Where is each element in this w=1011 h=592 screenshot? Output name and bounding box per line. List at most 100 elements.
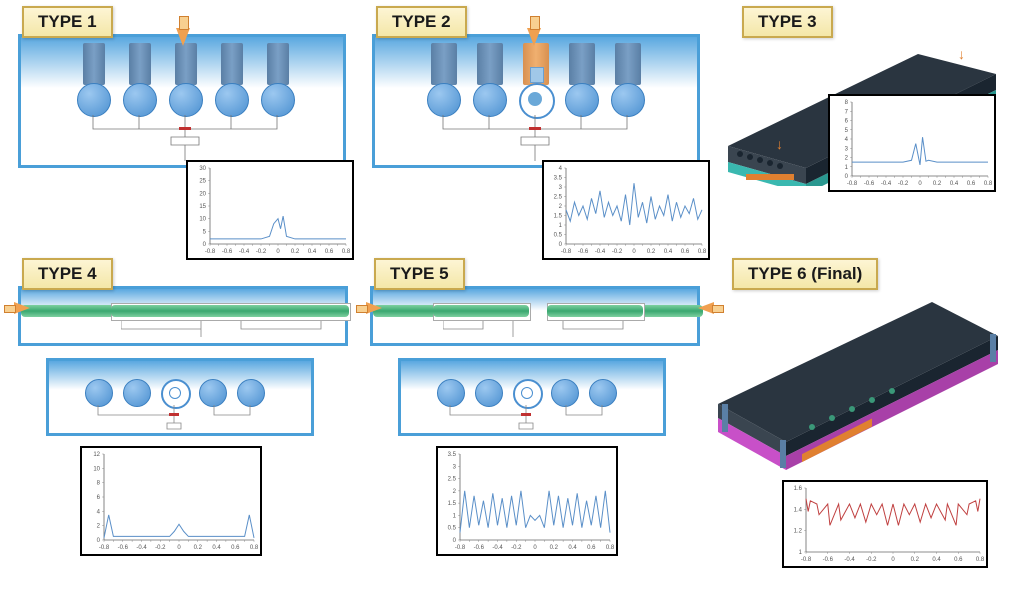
svg-text:1.2: 1.2 <box>794 529 803 535</box>
type2-arrow <box>527 28 541 46</box>
svg-text:0: 0 <box>177 545 181 551</box>
svg-text:-0.2: -0.2 <box>866 557 877 563</box>
svg-text:-0.6: -0.6 <box>864 181 875 187</box>
svg-text:2.5: 2.5 <box>554 195 563 201</box>
svg-text:-0.2: -0.2 <box>256 249 267 255</box>
iso-arrow: ↓ <box>776 136 783 152</box>
svg-text:4: 4 <box>97 509 101 515</box>
svg-text:0.4: 0.4 <box>932 557 941 563</box>
svg-text:6: 6 <box>845 119 849 125</box>
svg-text:0.4: 0.4 <box>212 545 221 551</box>
svg-text:0.8: 0.8 <box>342 249 351 255</box>
ball <box>77 83 111 117</box>
cylinder <box>175 43 197 85</box>
svg-text:-0.4: -0.4 <box>595 249 606 255</box>
type3-chart-svg: 012345678-0.8-0.6-0.4-0.200.20.40.60.8 <box>830 96 994 190</box>
svg-text:0: 0 <box>918 181 922 187</box>
ball <box>169 83 203 117</box>
svg-text:1: 1 <box>799 550 803 556</box>
type3-label-text: TYPE 3 <box>758 12 817 31</box>
svg-text:0.2: 0.2 <box>911 557 920 563</box>
svg-text:10: 10 <box>199 217 206 223</box>
svg-text:0.2: 0.2 <box>291 249 300 255</box>
svg-text:-0.8: -0.8 <box>847 181 858 187</box>
svg-text:0.8: 0.8 <box>606 545 615 551</box>
svg-text:-0.6: -0.6 <box>222 249 233 255</box>
cylinder <box>129 43 151 85</box>
svg-text:3.5: 3.5 <box>554 176 563 182</box>
type1-label: TYPE 1 <box>22 6 113 38</box>
cylinder <box>221 43 243 85</box>
type2-diagram <box>372 34 700 168</box>
type6-label-text: TYPE 6 (Final) <box>748 264 862 283</box>
svg-text:0.8: 0.8 <box>984 181 993 187</box>
type4-ball-box <box>46 358 314 436</box>
svg-text:1: 1 <box>845 165 849 171</box>
svg-text:4: 4 <box>845 137 849 143</box>
svg-text:0: 0 <box>453 538 457 544</box>
ball <box>237 379 265 407</box>
cylinder <box>477 43 503 85</box>
svg-text:0.8: 0.8 <box>250 545 259 551</box>
iso-pillar <box>722 404 728 432</box>
svg-text:0.6: 0.6 <box>231 545 240 551</box>
ball <box>261 83 295 117</box>
svg-text:-0.6: -0.6 <box>474 545 485 551</box>
ball <box>475 379 503 407</box>
svg-text:2: 2 <box>97 524 101 530</box>
type2-label-text: TYPE 2 <box>392 12 451 31</box>
svg-text:3: 3 <box>453 464 457 470</box>
svg-text:10: 10 <box>93 466 100 472</box>
type6-iso <box>712 292 1002 472</box>
svg-text:0.8: 0.8 <box>976 557 985 563</box>
type4-tube-box <box>18 286 348 346</box>
type6-label: TYPE 6 (Final) <box>732 258 878 290</box>
svg-text:6: 6 <box>97 495 101 501</box>
svg-text:0: 0 <box>891 557 895 563</box>
svg-text:0.4: 0.4 <box>950 181 959 187</box>
svg-text:-0.2: -0.2 <box>511 545 522 551</box>
svg-text:0: 0 <box>559 242 563 248</box>
type4-schematic2 <box>89 405 279 437</box>
svg-text:7: 7 <box>845 109 849 115</box>
type5-tube-box <box>370 286 700 346</box>
svg-text:2: 2 <box>453 489 457 495</box>
green-tube <box>433 305 529 317</box>
svg-text:-0.2: -0.2 <box>155 545 166 551</box>
type4-label: TYPE 4 <box>22 258 113 290</box>
svg-text:5: 5 <box>203 229 207 235</box>
svg-text:1.4: 1.4 <box>794 507 803 513</box>
type3-label: TYPE 3 <box>742 6 833 38</box>
ball <box>215 83 249 117</box>
type1-chart-svg: 051015202530-0.8-0.6-0.4-0.200.20.40.60.… <box>188 162 352 258</box>
svg-text:0: 0 <box>632 249 636 255</box>
svg-text:-0.4: -0.4 <box>881 181 892 187</box>
svg-text:0.6: 0.6 <box>587 545 596 551</box>
svg-text:8: 8 <box>97 481 101 487</box>
svg-text:-0.6: -0.6 <box>118 545 129 551</box>
svg-text:-0.8: -0.8 <box>561 249 572 255</box>
svg-text:-0.6: -0.6 <box>823 557 834 563</box>
ball-inner-ring <box>169 387 181 399</box>
svg-text:0: 0 <box>533 545 537 551</box>
type1-chart: 051015202530-0.8-0.6-0.4-0.200.20.40.60.… <box>186 160 354 260</box>
svg-text:0: 0 <box>845 174 849 180</box>
type1-diagram <box>18 34 346 168</box>
svg-text:15: 15 <box>199 204 206 210</box>
svg-text:12: 12 <box>93 452 100 458</box>
svg-text:2.5: 2.5 <box>448 477 457 483</box>
iso-arrow: ↓ <box>958 46 965 62</box>
ball <box>123 83 157 117</box>
svg-text:0.6: 0.6 <box>967 181 976 187</box>
type1-label-text: TYPE 1 <box>38 12 97 31</box>
svg-text:-0.8: -0.8 <box>801 557 812 563</box>
type3-chart: 012345678-0.8-0.6-0.4-0.200.20.40.60.8 <box>828 94 996 192</box>
svg-text:0.4: 0.4 <box>568 545 577 551</box>
svg-text:2: 2 <box>559 204 563 210</box>
svg-text:30: 30 <box>199 166 206 172</box>
svg-text:1: 1 <box>559 223 563 229</box>
iso-pillar <box>990 334 996 362</box>
svg-text:0.2: 0.2 <box>647 249 656 255</box>
svg-text:0.2: 0.2 <box>933 181 942 187</box>
green-tube <box>547 305 643 317</box>
